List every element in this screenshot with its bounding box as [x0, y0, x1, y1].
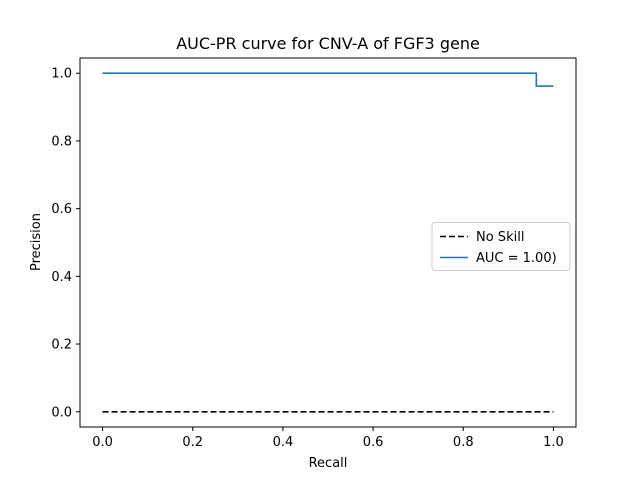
legend-label-1: AUC = 1.00)	[476, 251, 557, 266]
chart-title: AUC-PR curve for CNV-A of FGF3 gene	[176, 34, 480, 53]
legend-label-0: No Skill	[476, 230, 524, 245]
y-tick-label: 0.0	[51, 405, 72, 420]
legend: No Skill AUC = 1.00)	[431, 222, 571, 271]
y-tick-label: 0.4	[51, 270, 72, 285]
legend-box	[431, 222, 571, 271]
y-tick-label: 1.0	[51, 67, 72, 82]
axes-frame	[79, 57, 577, 428]
y-tick-label: 0.2	[51, 338, 72, 353]
y-tick-label: 0.8	[51, 134, 72, 149]
x-axis-title: Recall	[309, 456, 348, 471]
series-line-1	[102, 72, 554, 87]
plot-area	[102, 72, 554, 413]
x-tick-label: 0.6	[363, 435, 384, 450]
y-axis-title: Precision	[29, 213, 44, 271]
y-tick-label: 0.6	[51, 202, 72, 217]
x-tick-label: 0.8	[453, 435, 474, 450]
axis-ticks: 0.0 0.2 0.4 0.6 0.8 1.0 0.0 0.2 0.4 0.6 0.8 1.0	[51, 67, 563, 450]
x-tick-label: 0.2	[182, 435, 203, 450]
x-tick-label: 1.0	[543, 435, 564, 450]
x-tick-label: 0.4	[273, 435, 294, 450]
x-tick-label: 0.0	[92, 435, 113, 450]
